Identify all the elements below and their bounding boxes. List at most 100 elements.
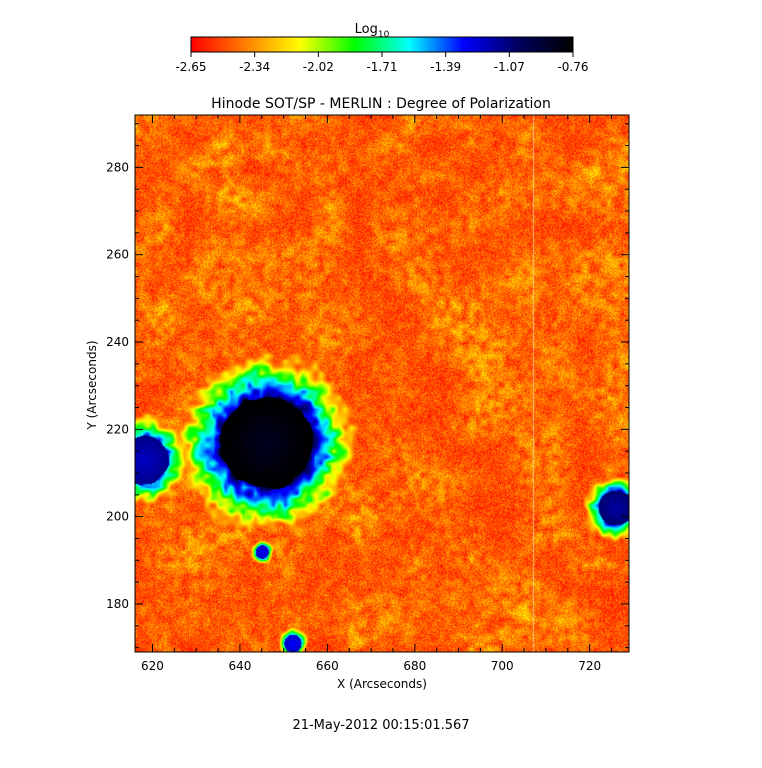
colorbar-cell — [472, 37, 474, 52]
colorbar-cell — [395, 37, 397, 52]
colorbar-cell — [525, 37, 527, 52]
colorbar-cell — [471, 37, 473, 52]
colorbar-cell — [300, 37, 302, 52]
colorbar-cell — [226, 37, 228, 52]
colorbar-cell — [356, 37, 358, 52]
colorbar-cell — [349, 37, 351, 52]
colorbar-cell — [556, 37, 558, 52]
colorbar-cell — [438, 37, 440, 52]
x-tick-label: 720 — [578, 659, 601, 673]
colorbar-cell — [429, 37, 431, 52]
colorbar-cell — [462, 37, 464, 52]
colorbar-cell — [194, 37, 196, 52]
colorbar-cell — [485, 37, 487, 52]
colorbar-cell — [311, 37, 313, 52]
colorbar-cell — [441, 37, 443, 52]
colorbar-cell — [208, 37, 210, 52]
colorbar-cell — [272, 37, 274, 52]
colorbar-cell — [249, 37, 251, 52]
colorbar-cell — [290, 37, 292, 52]
colorbar-cell — [449, 37, 451, 52]
colorbar-cell — [265, 37, 267, 52]
colorbar-cell — [394, 37, 396, 52]
colorbar-tick-label: -2.65 — [175, 60, 206, 74]
x-axis-label: X (Arcseconds) — [337, 677, 427, 691]
colorbar-cell — [210, 37, 212, 52]
colorbar-cell — [336, 37, 338, 52]
colorbar-cell — [286, 37, 288, 52]
colorbar-cell — [553, 37, 555, 52]
colorbar-cell — [255, 37, 257, 52]
colorbar-cell — [559, 37, 561, 52]
colorbar-cell — [400, 37, 402, 52]
colorbar-cell — [269, 37, 271, 52]
colorbar-cell — [233, 37, 235, 52]
colorbar-cell — [383, 37, 385, 52]
colorbar-cell — [450, 37, 452, 52]
colorbar-cell — [428, 37, 430, 52]
x-tick-label: 620 — [141, 659, 164, 673]
colorbar-cell — [380, 37, 382, 52]
colorbar-cell — [486, 37, 488, 52]
colorbar-cell — [213, 37, 215, 52]
colorbar-label-base: Log — [355, 22, 378, 37]
colorbar-cell — [410, 37, 412, 52]
colorbar-cell — [196, 37, 198, 52]
colorbar-cell — [499, 37, 501, 52]
colorbar-cell — [387, 37, 389, 52]
colorbar-cell — [275, 37, 277, 52]
colorbar: Log10 -2.65 -2.34 -2.02 -1.71 -1.39 -1.07 -0.7… — [175, 22, 588, 74]
colorbar-cell — [415, 37, 417, 52]
heatmap-image — [135, 115, 629, 652]
colorbar-cell — [514, 37, 516, 52]
colorbar-cell — [220, 37, 222, 52]
colorbar-cell — [263, 37, 265, 52]
colorbar-cell — [357, 37, 359, 52]
colorbar-cell — [285, 37, 287, 52]
colorbar-cell — [344, 37, 346, 52]
colorbar-cell — [322, 37, 324, 52]
colorbar-cell — [458, 37, 460, 52]
colorbar-cell — [254, 37, 256, 52]
colorbar-cell — [283, 37, 285, 52]
colorbar-cell — [508, 37, 510, 52]
colorbar-cell — [558, 37, 560, 52]
colorbar-cell — [342, 37, 344, 52]
colorbar-cell — [511, 37, 513, 52]
colorbar-cell — [362, 37, 364, 52]
colorbar-cell — [435, 37, 437, 52]
colorbar-cell — [565, 37, 567, 52]
colorbar-cell — [325, 37, 327, 52]
colorbar-cell — [498, 37, 500, 52]
colorbar-cell — [561, 37, 563, 52]
colorbar-cell — [542, 37, 544, 52]
colorbar-cell — [536, 37, 538, 52]
colorbar-cell — [312, 37, 314, 52]
colorbar-cell — [289, 37, 291, 52]
colorbar-cell — [461, 37, 463, 52]
colorbar-cell — [437, 37, 439, 52]
colorbar-cell — [223, 37, 225, 52]
colorbar-cell — [244, 37, 246, 52]
colorbar-cell — [294, 37, 296, 52]
colorbar-cell — [276, 37, 278, 52]
colorbar-cell — [546, 37, 548, 52]
colorbar-cell — [201, 37, 203, 52]
colorbar-cell — [257, 37, 259, 52]
y-tick-label: 280 — [106, 160, 129, 174]
colorbar-cell — [245, 37, 247, 52]
colorbar-cell — [228, 37, 230, 52]
colorbar-cell — [479, 37, 481, 52]
colorbar-cell — [502, 37, 504, 52]
colorbar-cell — [483, 37, 485, 52]
plot-frame — [134, 114, 630, 653]
colorbar-cell — [229, 37, 231, 52]
colorbar-cell — [303, 37, 305, 52]
colorbar-cell — [420, 37, 422, 52]
colorbar-cell — [389, 37, 391, 52]
colorbar-cell — [352, 37, 354, 52]
colorbar-cell — [239, 37, 241, 52]
colorbar-cell — [467, 37, 469, 52]
colorbar-cell — [204, 37, 206, 52]
colorbar-cell — [218, 37, 220, 52]
